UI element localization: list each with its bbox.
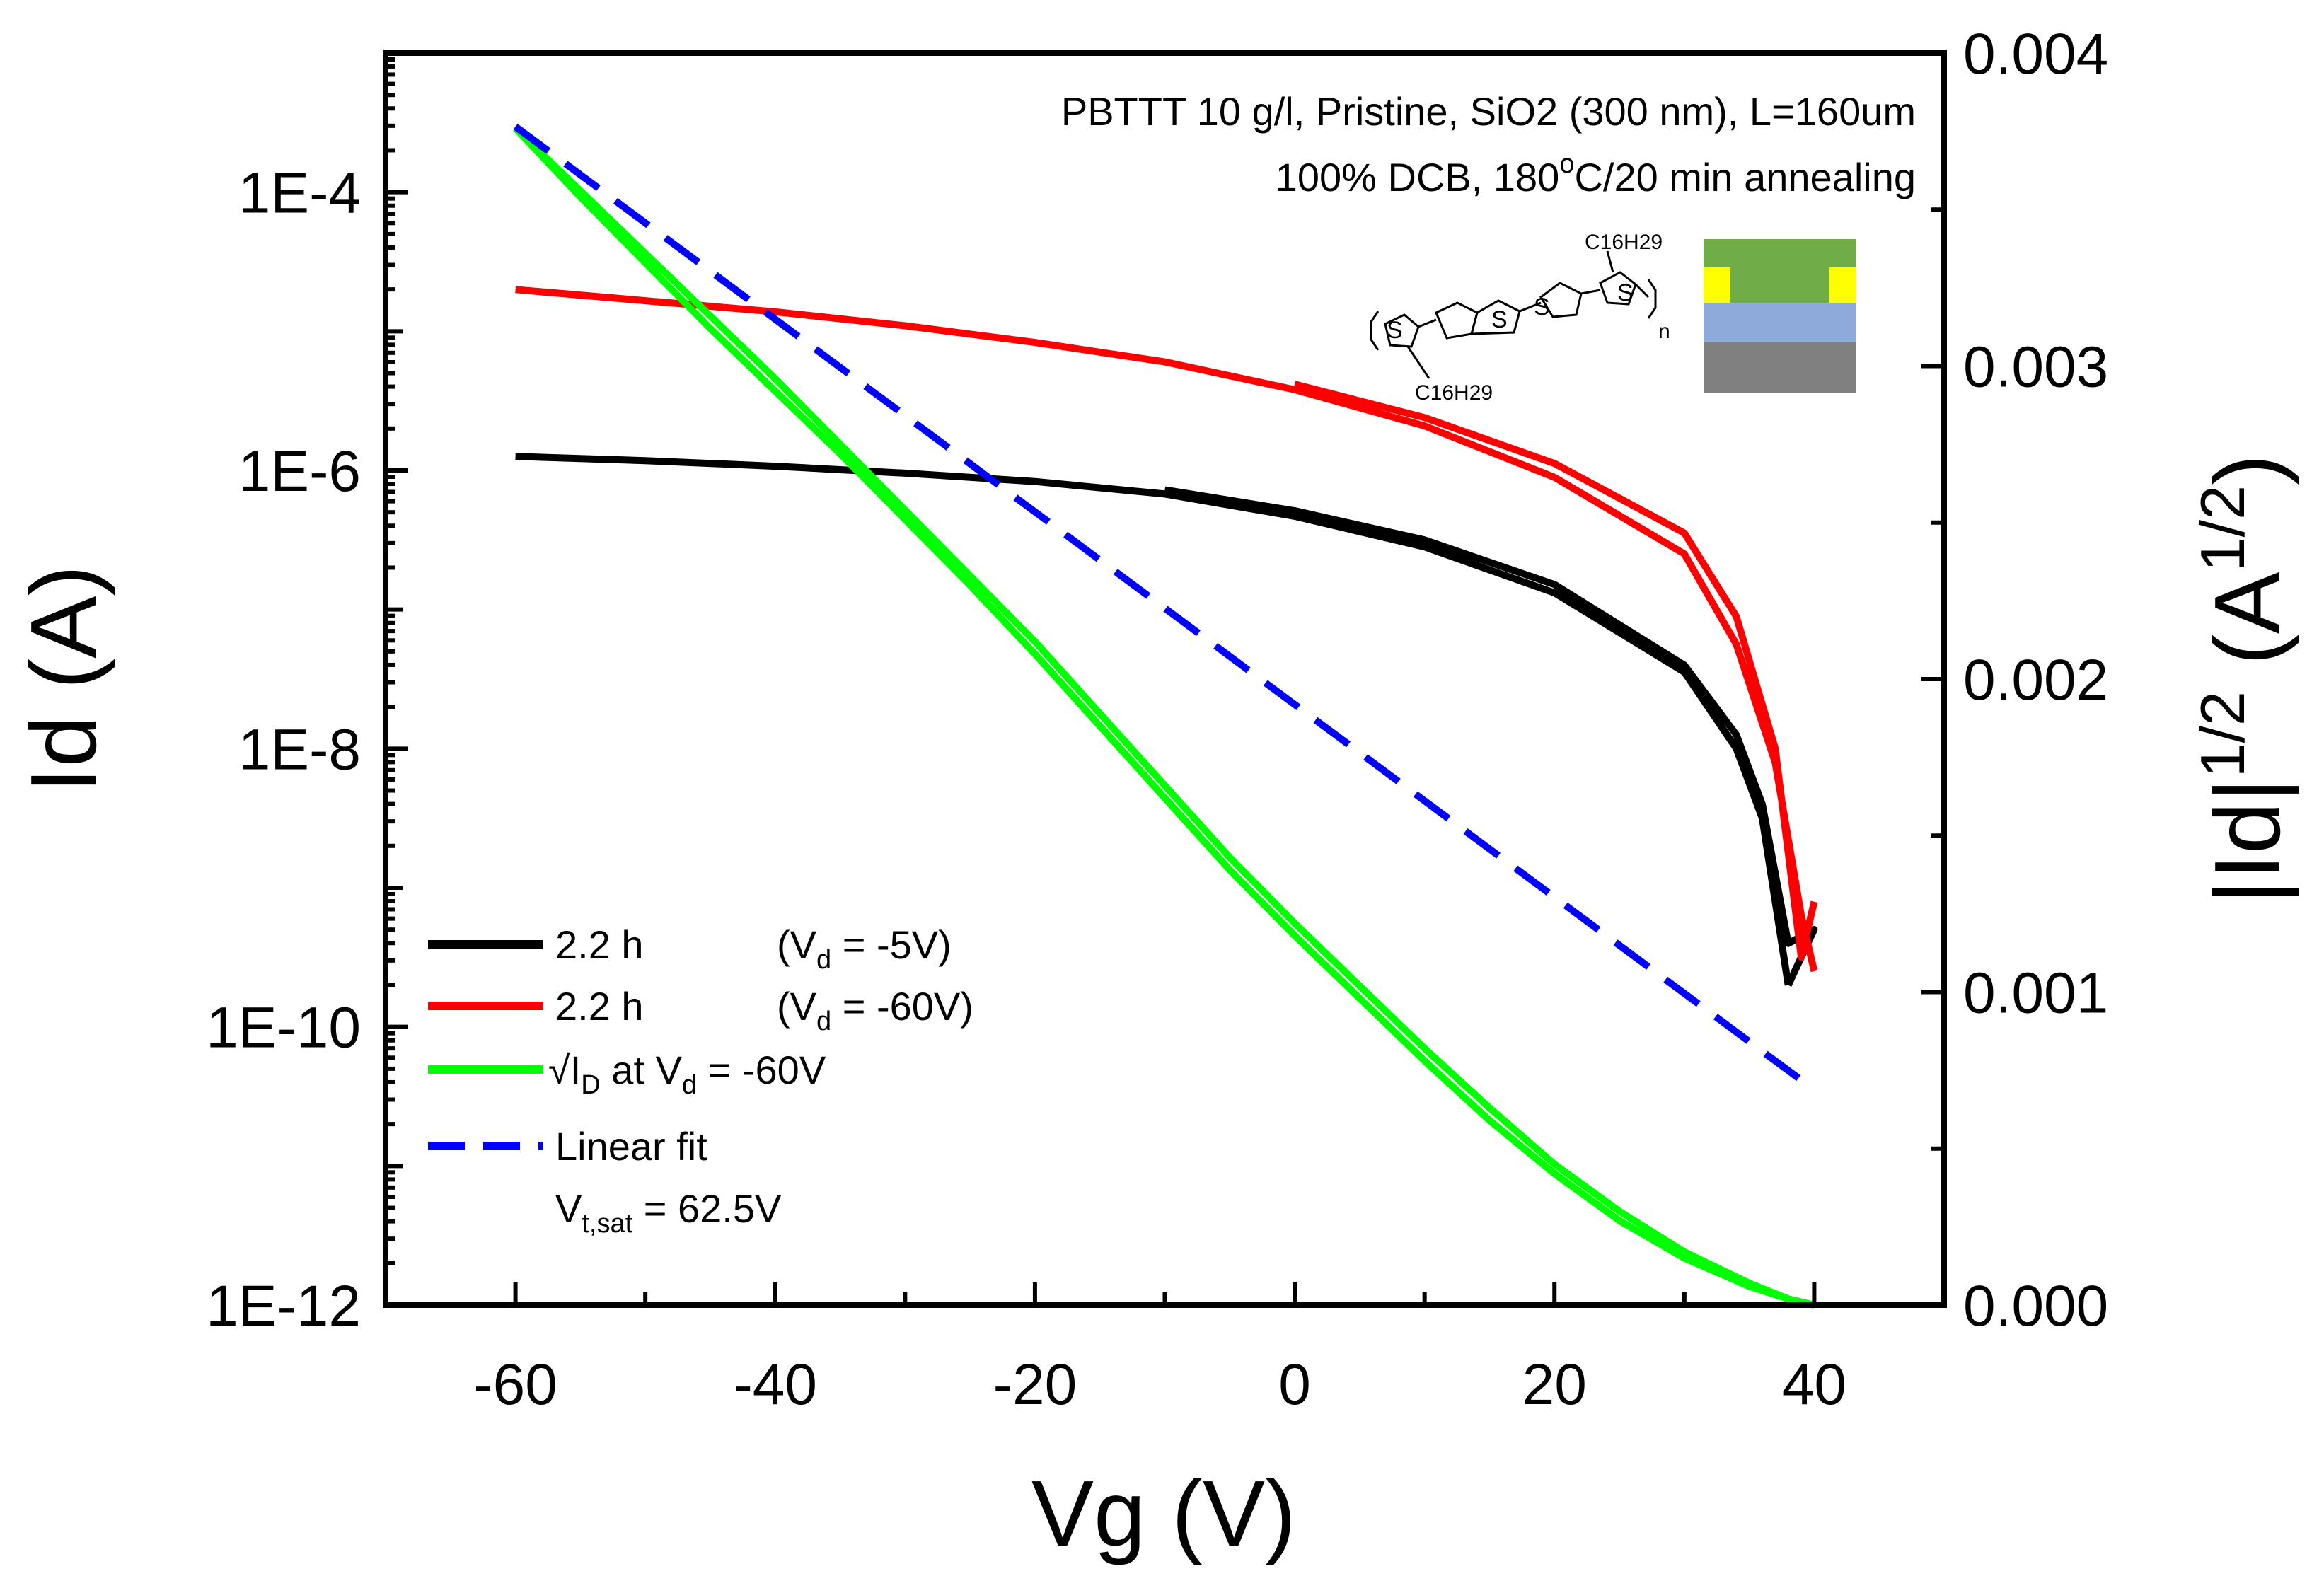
y-right-title-mid: (A (2195, 572, 2299, 691)
x-tick-label: -60 (473, 1352, 557, 1417)
y-left-tick-label: 1E-8 (238, 717, 361, 782)
y-right-tick-label: 0.000 (1963, 1274, 2108, 1338)
annotation-line-2: 100% DCB, 180oC/20 min annealing (1276, 149, 1916, 199)
x-tick-label: -40 (733, 1352, 817, 1417)
legend: 2.2 h (Vd = -5V) 2.2 h (Vd = -60V) √ID a… (428, 922, 973, 1239)
y-right-title-exp1: 1/2 (2187, 691, 2257, 777)
x-tick-label: 0 (1278, 1352, 1311, 1417)
y-right-title-base: |Id| (2195, 777, 2299, 904)
structure-side-chain-bottom: C16H29 (1415, 381, 1493, 405)
y-left-tick-label: 1E-10 (206, 996, 361, 1060)
y-right-tick-label: 0.003 (1963, 335, 2108, 400)
inset-dielectric-layer (1704, 303, 1856, 342)
structure-sulfur-3: S (1534, 294, 1550, 320)
structure-sulfur-2: S (1491, 306, 1508, 333)
legend-label-red: 2.2 h (555, 984, 644, 1029)
x-axis-title: Vg (V) (1031, 1461, 1296, 1565)
y-right-tick-label: 0.002 (1963, 648, 2108, 712)
legend-note-red: (Vd = -60V) (777, 984, 973, 1036)
x-tick-label: 40 (1782, 1352, 1846, 1417)
inset-source-electrode (1704, 267, 1730, 303)
legend-label-blue: Linear fit (555, 1124, 707, 1169)
legend-label-green: √ID at Vd = -60V (548, 1048, 826, 1100)
structure-side-chain-top: C16H29 (1585, 231, 1663, 254)
y-left-axis-title: Id (A) (11, 565, 115, 794)
y-left-tick-label: 1E-6 (238, 439, 361, 504)
series-2-line (512, 125, 1815, 1309)
y-right-title-end: ) (2195, 454, 2299, 485)
legend-note-black: (Vd = -5V) (777, 922, 952, 975)
y-right-title-exp2: 1/2 (2187, 485, 2257, 572)
y-right-tick-label: 0.004 (1963, 22, 2108, 86)
y-right-tick-label: 0.001 (1963, 961, 2108, 1026)
y-left-tick-label: 1E-4 (238, 161, 361, 226)
structure-sulfur-4: S (1617, 279, 1634, 306)
annotation-line-2-sup: o (1559, 149, 1574, 179)
structure-repeat-n: n (1658, 320, 1670, 343)
ticks-layer (383, 51, 1946, 1307)
pbttt-structure: S S S S C16H29 C16H29 n (1370, 231, 1670, 405)
series-3-line (513, 123, 1817, 1093)
device-cross-section-inset (1704, 239, 1856, 393)
series-0-line (515, 453, 1818, 987)
annotation-line-2-a: 100% DCB, 180 (1276, 155, 1560, 199)
inset-gate-layer (1704, 342, 1856, 393)
x-tick-label: 20 (1522, 1352, 1587, 1417)
series-1-line (515, 286, 1818, 973)
inset-drain-electrode (1829, 267, 1856, 303)
y-right-axis-title: |Id|1/2 (A1/2) (2187, 454, 2299, 904)
y-left-tick-label: 1E-12 (206, 1274, 361, 1338)
legend-vt-sat: Vt,sat = 62.5V (555, 1186, 782, 1239)
annotation-line-1: PBTTT 10 g/l, Pristine, SiO2 (300 nm), L… (1061, 89, 1916, 134)
structure-sulfur-1: S (1387, 317, 1403, 344)
legend-label-black: 2.2 h (555, 922, 644, 967)
annotation-line-2-b: C/20 min annealing (1574, 155, 1916, 199)
tick-labels-layer: -60 -40 -20 0 20 40 1E-4 1E-6 1E-8 1E-10 1E-12 0.00… (206, 22, 2108, 1417)
series-layer (512, 123, 1818, 1309)
x-tick-label: -20 (993, 1352, 1077, 1417)
